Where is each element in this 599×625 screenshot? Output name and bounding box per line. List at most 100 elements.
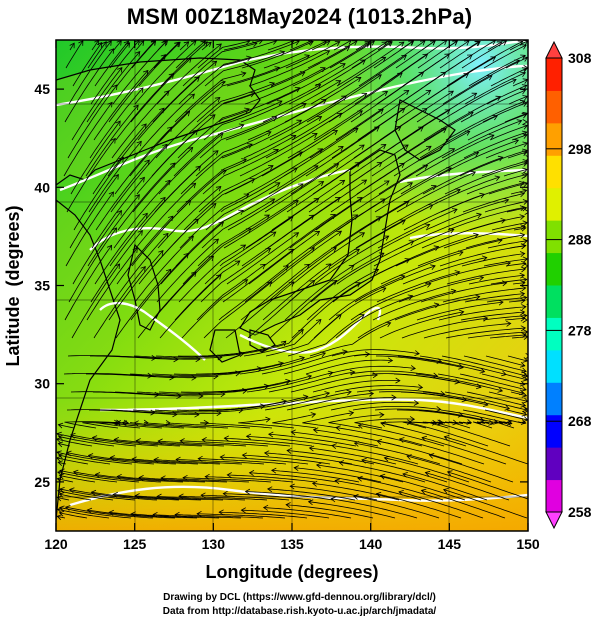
streamline-arrowhead bbox=[360, 59, 366, 65]
streamline-arrowhead bbox=[315, 318, 322, 325]
colorbar-segment bbox=[546, 479, 562, 513]
streamline bbox=[510, 189, 527, 195]
streamline-arrowhead bbox=[374, 126, 380, 132]
streamline-arrowhead bbox=[387, 41, 393, 47]
x-tick-label: 120 bbox=[44, 536, 68, 552]
streamline bbox=[242, 454, 331, 465]
y-tick-label: 35 bbox=[34, 278, 50, 294]
streamline bbox=[65, 40, 84, 69]
streamline bbox=[219, 40, 300, 69]
streamline bbox=[459, 373, 527, 391]
streamline-arrowhead bbox=[359, 314, 365, 320]
streamline bbox=[227, 183, 304, 231]
streamline-arrowhead bbox=[433, 245, 440, 251]
streamline bbox=[86, 247, 138, 321]
streamline-arrowhead bbox=[532, 425, 536, 430]
streamline bbox=[205, 476, 294, 483]
streamline-arrowhead bbox=[403, 89, 410, 96]
streamline-arrowhead bbox=[330, 496, 336, 503]
streamline bbox=[115, 269, 172, 339]
streamline bbox=[291, 282, 361, 339]
streamline bbox=[486, 297, 527, 303]
streamline-arrowhead bbox=[212, 150, 219, 156]
streamline bbox=[240, 84, 321, 123]
streamline-arrowhead bbox=[165, 179, 171, 186]
streamline-arrowhead bbox=[56, 495, 63, 502]
x-tick-label: 135 bbox=[280, 536, 304, 552]
streamline-arrowhead bbox=[252, 41, 258, 47]
streamline bbox=[291, 93, 367, 141]
streamline bbox=[397, 111, 474, 159]
streamline-arrowhead bbox=[213, 238, 219, 245]
streamline-arrowhead bbox=[464, 130, 471, 136]
streamline bbox=[202, 439, 291, 447]
streamline-arrowhead bbox=[338, 146, 344, 152]
streamline bbox=[200, 67, 280, 105]
colorbar-tick-label: 258 bbox=[568, 504, 592, 520]
streamline-arrowhead bbox=[118, 156, 124, 163]
streamline-arrowhead bbox=[516, 119, 523, 125]
streamline-arrowhead bbox=[90, 489, 97, 496]
streamline bbox=[442, 287, 526, 303]
streamline-arrowhead bbox=[321, 99, 327, 105]
streamline bbox=[221, 329, 304, 357]
streamline bbox=[241, 509, 330, 519]
streamline-arrowhead bbox=[520, 280, 526, 287]
streamline bbox=[241, 214, 315, 267]
streamline-arrowhead bbox=[206, 41, 212, 48]
map-title: MSM 00Z18May2024 (1013.2hPa) bbox=[126, 4, 473, 29]
streamline bbox=[129, 373, 218, 378]
streamline bbox=[88, 455, 177, 465]
streamline-arrowhead bbox=[242, 279, 249, 285]
streamline bbox=[352, 406, 441, 411]
streamline bbox=[270, 230, 342, 285]
streamline bbox=[174, 260, 241, 321]
streamline-arrowhead bbox=[338, 460, 345, 466]
streamline-arrowhead bbox=[424, 223, 431, 229]
streamline bbox=[332, 258, 410, 303]
streamline-arrowhead bbox=[409, 416, 416, 422]
streamline-arrowhead bbox=[191, 374, 197, 381]
streamline bbox=[158, 390, 247, 394]
streamline-arrowhead bbox=[349, 369, 356, 376]
streamline-arrowhead bbox=[58, 434, 64, 441]
streamline bbox=[416, 301, 504, 321]
streamline-arrowhead bbox=[341, 95, 347, 101]
streamline-arrowhead bbox=[293, 232, 300, 238]
streamline bbox=[131, 200, 191, 267]
streamline-arrowhead bbox=[316, 116, 323, 122]
streamline bbox=[222, 248, 294, 303]
streamline bbox=[504, 317, 525, 321]
streamline-arrowhead bbox=[403, 201, 410, 207]
streamline bbox=[199, 340, 287, 357]
streamline bbox=[509, 40, 528, 51]
streamline-arrowhead bbox=[458, 363, 464, 370]
streamline-arrowhead bbox=[336, 230, 343, 236]
streamline-arrowhead bbox=[109, 455, 115, 461]
streamline bbox=[288, 59, 366, 105]
streamline bbox=[158, 440, 247, 447]
streamline-arrowhead bbox=[290, 134, 297, 140]
streamline bbox=[111, 90, 170, 159]
streamline-arrowhead bbox=[430, 264, 436, 270]
streamline-arrowhead bbox=[497, 155, 504, 162]
streamline bbox=[311, 40, 331, 51]
streamline-arrowhead bbox=[297, 183, 304, 189]
streamline-arrowhead bbox=[56, 514, 63, 521]
streamline bbox=[196, 362, 284, 375]
streamline bbox=[133, 93, 195, 159]
streamline-arrowhead bbox=[334, 41, 341, 47]
streamline-arrowhead bbox=[243, 193, 250, 199]
streamline-arrowhead bbox=[357, 110, 363, 116]
streamline bbox=[109, 42, 131, 69]
streamline bbox=[264, 391, 352, 411]
streamline-arrowhead bbox=[427, 204, 434, 210]
streamline-arrowhead bbox=[378, 252, 385, 258]
streamline-arrowhead bbox=[433, 302, 440, 309]
streamline-arrowhead bbox=[521, 386, 527, 392]
streamline-arrowhead bbox=[270, 231, 277, 237]
streamline bbox=[445, 327, 526, 339]
streamline bbox=[181, 92, 255, 141]
streamline-arrowhead bbox=[134, 194, 140, 200]
streamline-arrowhead bbox=[309, 247, 315, 253]
